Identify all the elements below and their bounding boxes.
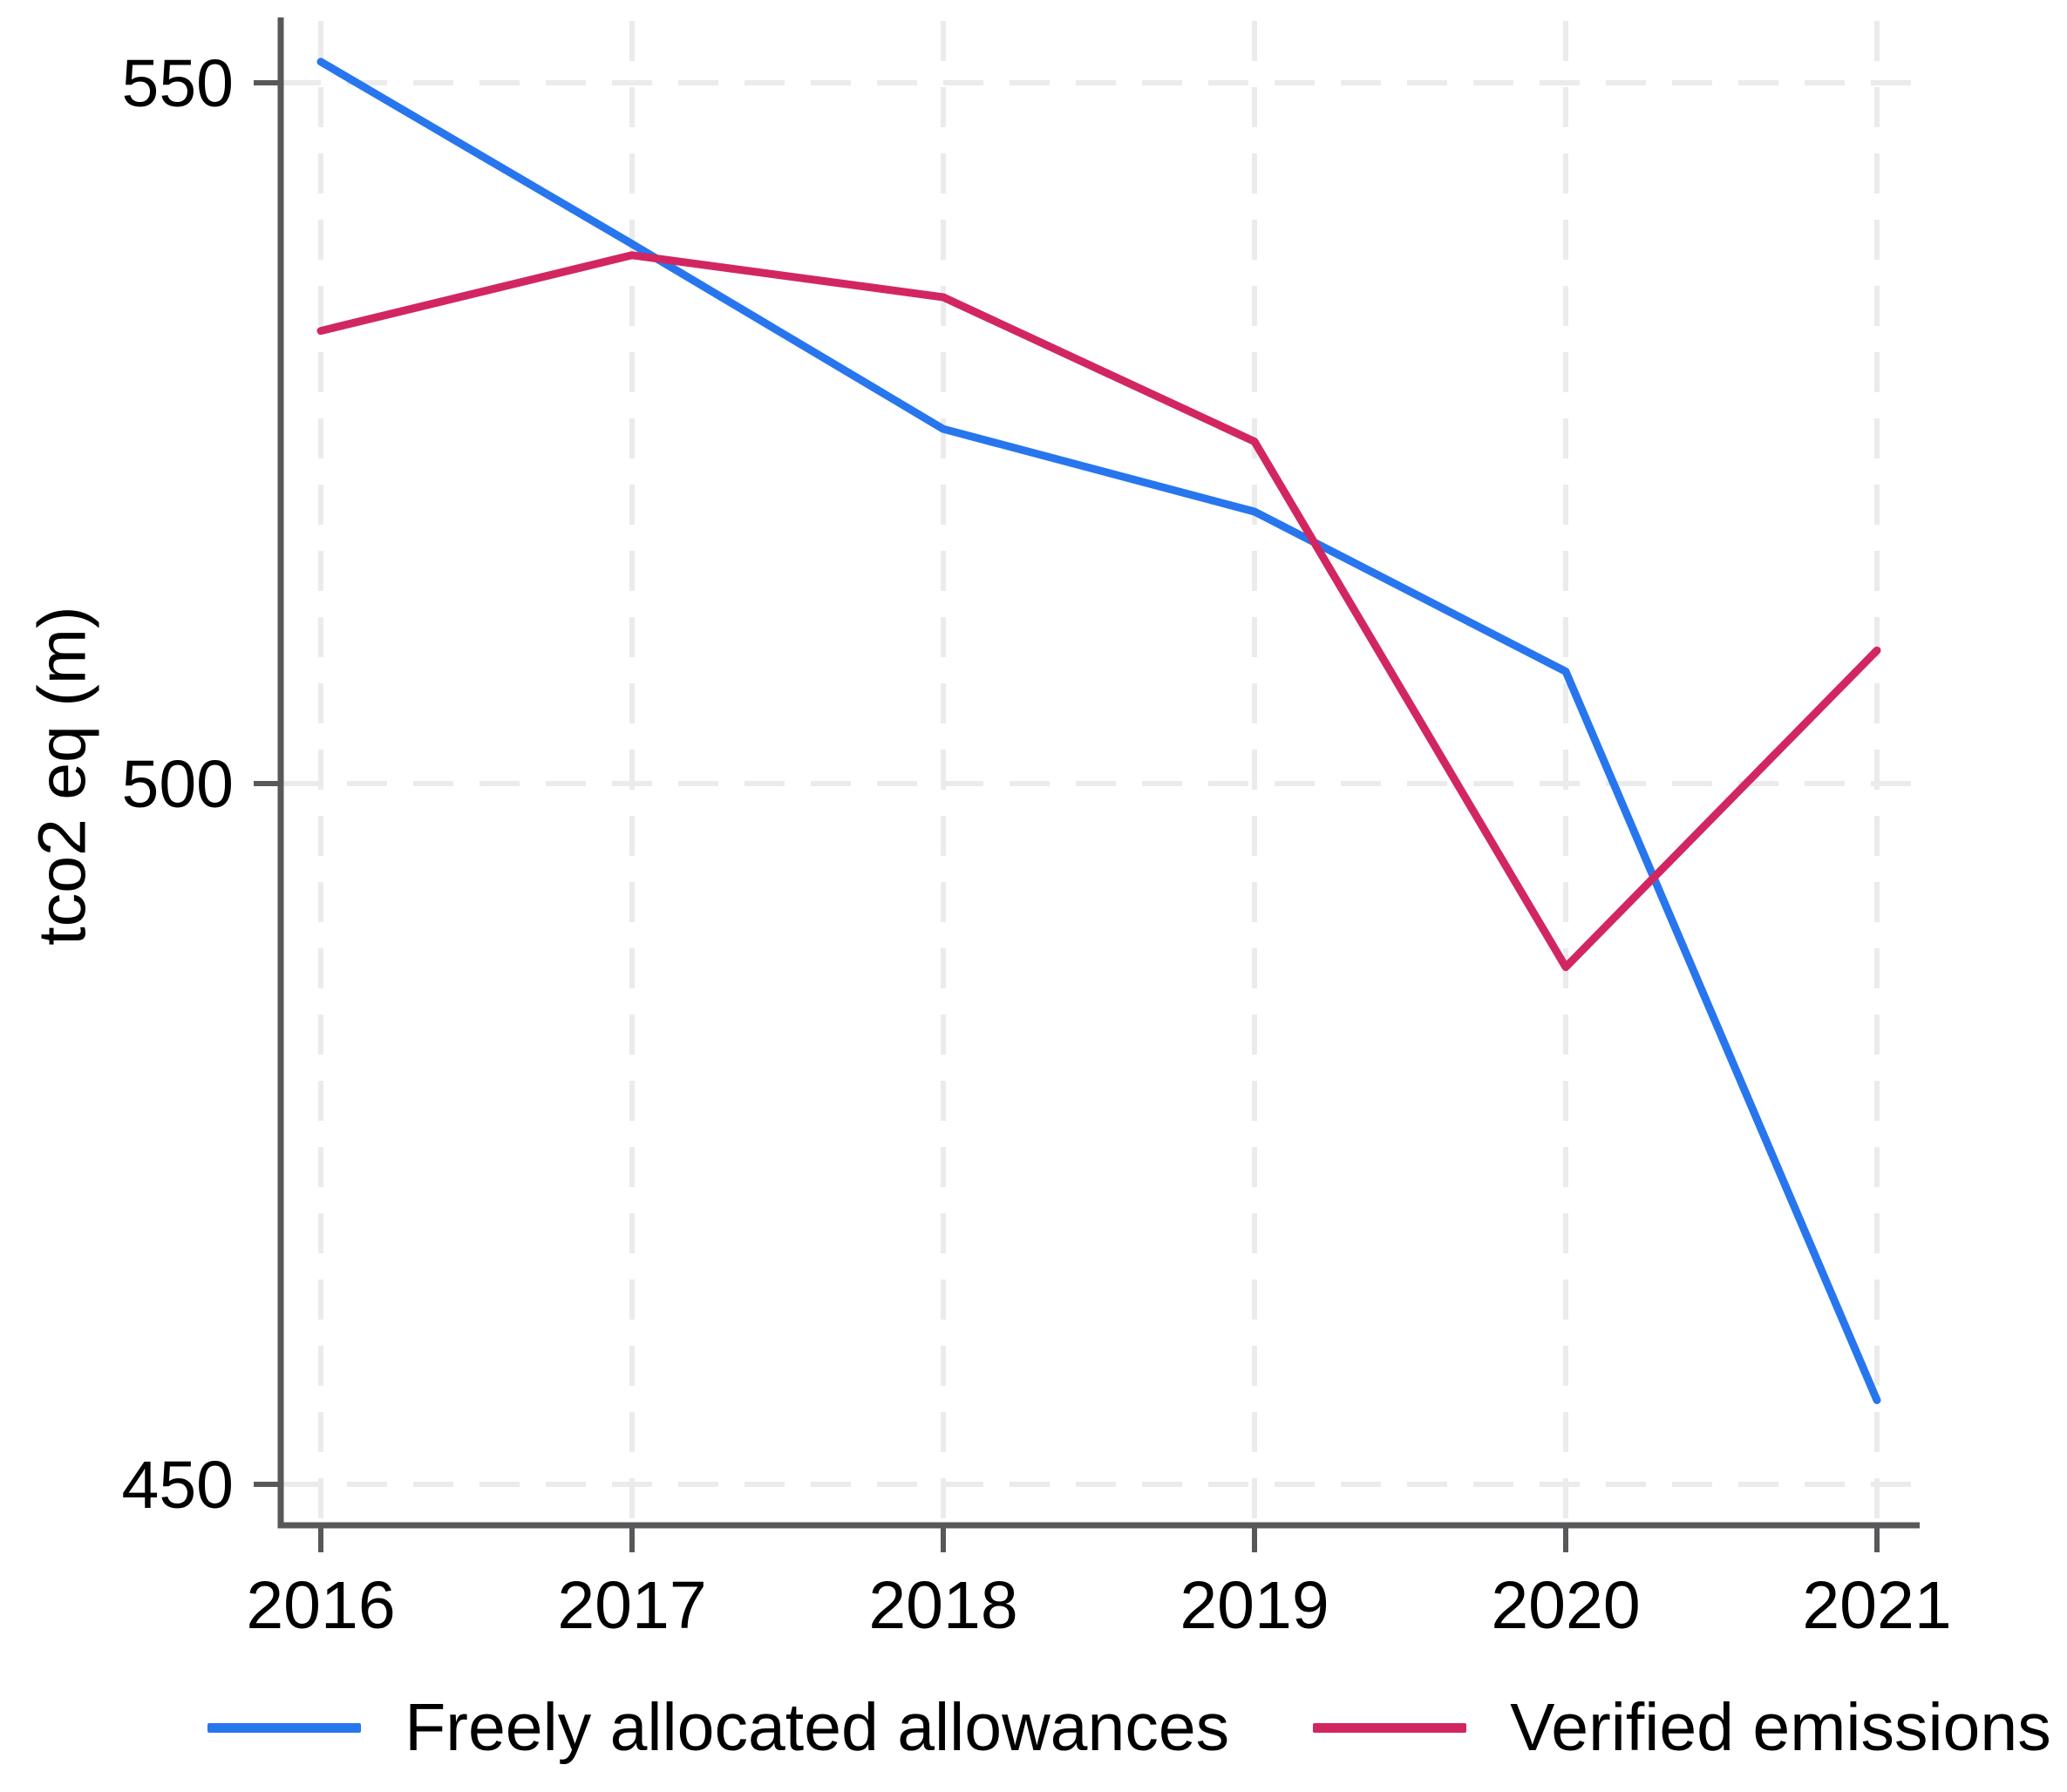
- y-tick-label-450: 450: [122, 1448, 234, 1523]
- x-tick-label-2017: 2017: [557, 1568, 706, 1643]
- axes: [277, 17, 1920, 1529]
- legend-label-freely-allocated-allowances: Freely allocated allowances: [405, 1690, 1230, 1765]
- legend-label-verified-emissions: Verified emissions: [1510, 1690, 2051, 1765]
- gridlines: [281, 21, 1920, 1525]
- tick-marks: [254, 80, 1880, 1552]
- tick-labels: 450 500 550 2016 2017 2018 2019 2020 2021: [122, 46, 1952, 1643]
- x-tick-label-2021: 2021: [1802, 1568, 1951, 1643]
- y-axis-title: tco2 eq (m): [24, 606, 100, 946]
- legend-swatch-freely-allocated-allowances: [207, 1723, 362, 1733]
- legend-item-freely-allocated-allowances: Freely allocated allowances: [207, 1689, 1229, 1767]
- y-tick-label-500: 500: [122, 747, 234, 822]
- x-tick-label-2016: 2016: [246, 1568, 395, 1643]
- series-line-verified-emissions: [316, 251, 1881, 972]
- series-line-freely-allocated-allowances: [316, 58, 1881, 1404]
- x-tick-label-2018: 2018: [868, 1568, 1017, 1643]
- x-tick-label-2019: 2019: [1180, 1568, 1329, 1643]
- legend-swatch-verified-emissions: [1313, 1723, 1467, 1733]
- y-tick-label-550: 550: [122, 46, 234, 121]
- legend: Freely allocated allowances Verified emi…: [96, 1689, 2067, 1767]
- legend-item-verified-emissions: Verified emissions: [1313, 1689, 2051, 1767]
- series-lines: [316, 58, 1881, 1404]
- x-tick-label-2020: 2020: [1491, 1568, 1640, 1643]
